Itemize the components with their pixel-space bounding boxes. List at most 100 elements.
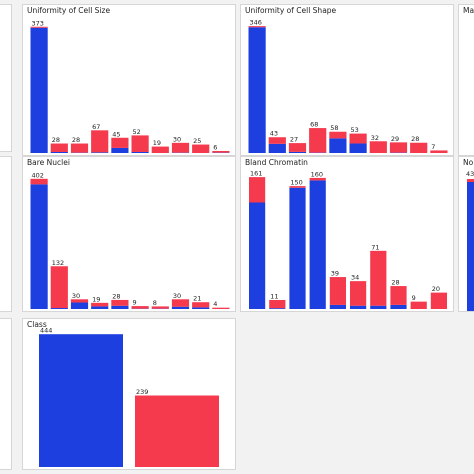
data-label-cell-shape-10: 7 <box>431 143 435 151</box>
data-label-bare-nuclei-4: 19 <box>92 295 100 303</box>
bar-bare-nuclei-10-series-1 <box>212 307 230 309</box>
data-label-cell-size-5: 45 <box>112 130 120 138</box>
bar-cell-shape-1-series-1 <box>248 26 266 28</box>
data-label-bland-chromatin-9: 9 <box>412 294 416 302</box>
bar-bare-nuclei-2-series-1 <box>50 266 68 309</box>
bar-bare-nuclei-9-series-1 <box>192 302 210 308</box>
bar-cell-shape-3-series-0 <box>288 151 307 153</box>
bar-cell-size-6-series-0 <box>131 151 149 153</box>
bar-bare-nuclei-2-series-0 <box>50 308 68 309</box>
bar-bare-nuclei-9-series-0 <box>192 307 210 309</box>
uniformity-of-cell-shape-chart: 346 43 27 68 58 53 32 29 28 7 <box>248 19 448 154</box>
bar-cell-size-4-series-0 <box>91 152 109 153</box>
bare-nuclei-chart: 402 132 30 19 28 9 8 30 21 4 <box>30 171 230 309</box>
bar-cell-size-2-series-0 <box>50 151 68 153</box>
data-label-bland-chromatin-8: 28 <box>391 279 399 287</box>
bar-cell-size-10-series-1 <box>212 150 230 153</box>
uniformity-of-cell-size-chart: 373 28 28 67 45 52 19 30 25 6 <box>30 19 230 153</box>
panel-right-top-title: Ma <box>463 6 474 15</box>
bar-bland-chromatin-6-series-1 <box>350 281 367 306</box>
data-label-cell-size-2: 28 <box>52 136 60 144</box>
bar-bland-chromatin-7-series-1 <box>370 250 387 306</box>
bar-class-2-series-0 <box>39 334 123 467</box>
data-label-cell-size-9: 25 <box>193 137 201 145</box>
data-label-bland-chromatin-1: 161 <box>250 170 262 178</box>
chart-title: Bland Chromatin <box>245 158 308 167</box>
chart-title: Uniformity of Cell Size <box>27 6 111 15</box>
chart-title: Class <box>27 320 47 329</box>
data-label-class-2: 444 <box>40 327 52 335</box>
bar-cell-size-5-series-1 <box>111 137 129 148</box>
data-label-bare-nuclei-2: 132 <box>52 259 64 267</box>
data-label-bare-nuclei-9: 21 <box>193 295 201 303</box>
data-label-bare-nuclei-3: 30 <box>72 292 80 300</box>
bar-bare-nuclei-5-series-1 <box>111 299 129 306</box>
bar-bland-chromatin-4-series-1 <box>309 177 326 181</box>
bare-nuclei-panel: Bare Nuclei 402 132 30 19 28 9 8 30 21 4 <box>22 156 236 312</box>
bar-bland-chromatin-7-series-0 <box>370 305 387 309</box>
bar-bland-chromatin-10-series-1 <box>430 292 447 309</box>
bar-bland-chromatin-9-series-1 <box>410 301 427 309</box>
data-label-cell-size-3: 28 <box>72 136 80 144</box>
bar-bland-chromatin-3-series-1 <box>289 186 306 188</box>
bar-bare-nuclei-8-series-1 <box>171 299 190 307</box>
bar-cell-shape-3-series-1 <box>288 143 307 152</box>
chart-title: Bare Nuclei <box>27 158 70 167</box>
class-panel: Class 444 239 <box>22 318 236 470</box>
data-label-bare-nuclei-10: 4 <box>213 300 217 308</box>
bar-bare-nuclei-3-series-1 <box>70 299 89 303</box>
bar-cell-size-2-series-1 <box>50 143 68 152</box>
panel-right-middle-bar <box>467 179 474 311</box>
data-label-cell-size-6: 52 <box>133 128 141 136</box>
data-label-cell-shape-7: 32 <box>371 134 379 142</box>
bar-bare-nuclei-4-series-0 <box>91 306 109 309</box>
bar-bland-chromatin-1-series-1 <box>249 177 266 203</box>
data-label-cell-size-8: 30 <box>173 135 181 143</box>
bar-bland-chromatin-2-series-0 <box>269 308 286 309</box>
bar-bare-nuclei-8-series-0 <box>171 306 190 309</box>
bar-cell-size-7-series-1 <box>151 146 169 153</box>
bland-chromatin-panel: Bland Chromatin 161 11 150 160 39 34 71 28 9 20 <box>240 156 454 312</box>
bar-cell-shape-2-series-0 <box>268 143 286 153</box>
bar-cell-size-5-series-0 <box>111 147 129 153</box>
data-label-cell-shape-2: 43 <box>270 130 278 138</box>
data-label-bland-chromatin-5: 39 <box>331 270 339 278</box>
bar-cell-size-4-series-1 <box>91 130 109 153</box>
data-label-bland-chromatin-7: 71 <box>371 243 379 251</box>
bar-cell-size-1-series-1 <box>30 26 48 28</box>
data-label-bare-nuclei-1: 402 <box>32 171 44 179</box>
data-label-class-4: 239 <box>136 388 148 396</box>
data-label-cell-size-1: 373 <box>32 19 44 27</box>
chart-title: Uniformity of Cell Shape <box>245 6 337 15</box>
bar-cell-shape-7-series-1 <box>369 141 387 153</box>
data-label-cell-shape-1: 346 <box>250 19 262 27</box>
data-label-bare-nuclei-5: 28 <box>112 292 120 300</box>
bar-bland-chromatin-8-series-0 <box>390 304 407 309</box>
data-label-bare-nuclei-7: 8 <box>153 299 157 307</box>
bar-bare-nuclei-1-series-1 <box>30 178 48 185</box>
uniformity-of-cell-shape-panel: Uniformity of Cell Shape 346 43 27 68 58 53 32… <box>240 4 454 156</box>
data-label-cell-shape-5: 58 <box>330 124 338 132</box>
bar-bland-chromatin-6-series-0 <box>350 305 367 309</box>
data-label-bland-chromatin-10: 20 <box>432 285 440 293</box>
data-label-cell-size-4: 67 <box>92 123 100 131</box>
bar-bland-chromatin-8-series-1 <box>390 286 407 305</box>
bar-bare-nuclei-5-series-0 <box>111 305 129 309</box>
data-label-cell-size-10: 6 <box>213 143 217 151</box>
bar-bare-nuclei-1-series-0 <box>30 184 48 309</box>
panel-right-middle-label: 43 <box>466 170 474 178</box>
class-chart: 444 239 <box>39 327 219 467</box>
bar-cell-shape-4-series-1 <box>309 128 327 153</box>
bar-bland-chromatin-3-series-0 <box>289 187 306 309</box>
bar-cell-size-9-series-1 <box>192 144 210 153</box>
data-label-bare-nuclei-8: 30 <box>173 292 181 300</box>
data-label-bare-nuclei-6: 9 <box>133 299 137 307</box>
bar-cell-size-1-series-0 <box>30 27 48 153</box>
panel-right-middle-title: No <box>463 158 474 167</box>
panel-right-top: Ma <box>458 4 474 156</box>
bland-chromatin-chart: 161 11 150 160 39 34 71 28 9 20 <box>249 170 447 309</box>
panel-left-bottom <box>0 318 12 470</box>
bar-cell-size-6-series-1 <box>131 135 149 152</box>
bar-bare-nuclei-6-series-1 <box>131 306 149 309</box>
bar-bare-nuclei-7-series-1 <box>151 306 169 309</box>
